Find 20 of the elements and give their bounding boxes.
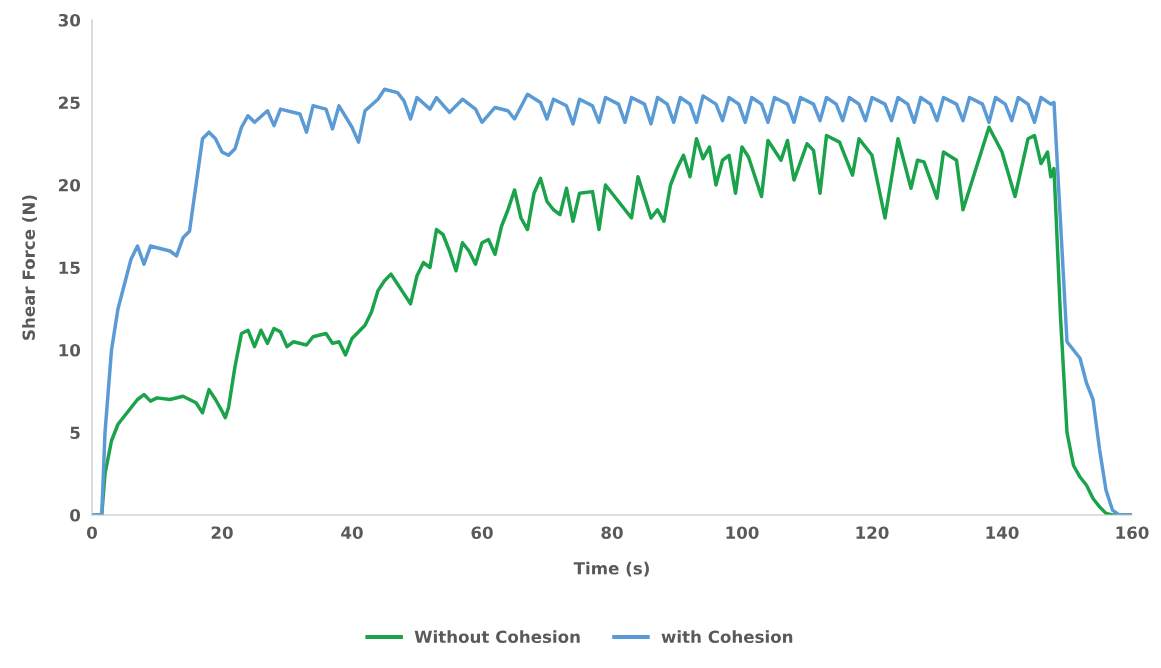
x-tick-label: 0 [87,526,97,540]
legend-label: with Cohesion [661,630,793,644]
x-tick-label: 140 [986,526,1019,540]
y-tick-label: 20 [59,178,81,192]
x-tick-label: 80 [601,526,623,540]
y-tick-label: 5 [70,426,80,440]
x-tick-label: 120 [856,526,889,540]
x-tick-label: 100 [726,526,759,540]
x-tick-label: 40 [341,526,363,540]
y-tick-label: 0 [70,508,81,522]
y-axis-title: Shear Force (N) [22,195,37,340]
legend-label: Without Cohesion [414,630,580,644]
y-tick-label: 15 [59,261,80,275]
y-tick-label: 30 [58,13,81,27]
x-axis-title: Time (s) [573,561,649,577]
x-tick-label: 160 [1116,526,1149,540]
x-tick-label: 20 [211,526,233,540]
y-tick-label: 25 [59,96,80,110]
y-tick-label: 10 [59,343,81,357]
x-tick-label: 60 [471,526,493,540]
